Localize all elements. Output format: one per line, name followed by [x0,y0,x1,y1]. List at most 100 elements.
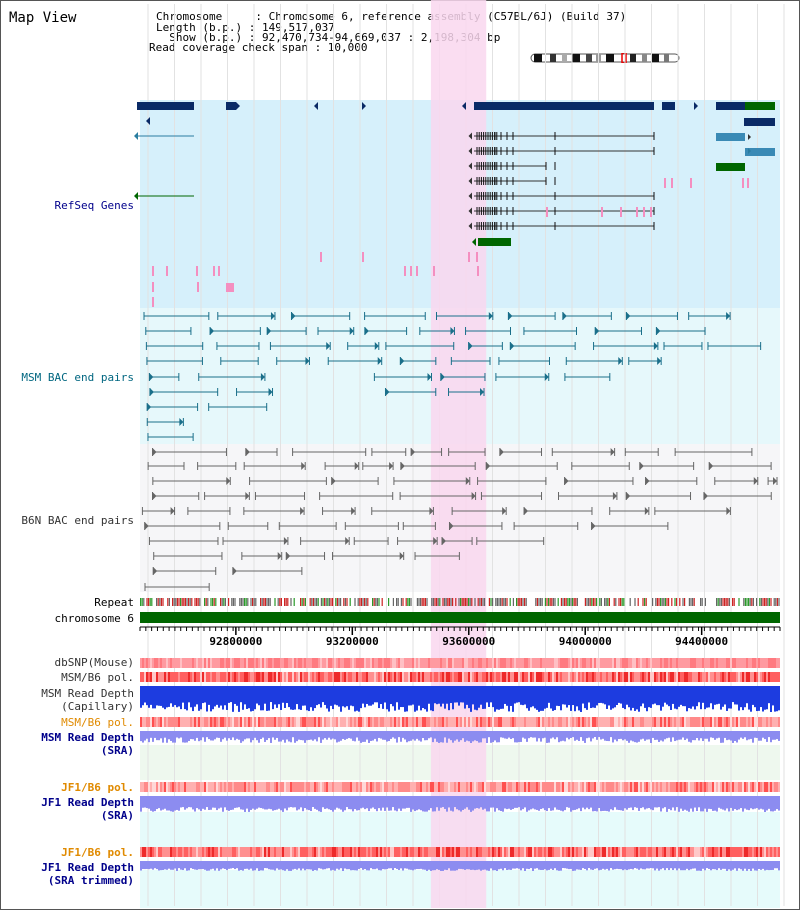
jf1-trim-depth-bar [392,861,394,871]
msm-pol2-heat-cell [344,717,346,727]
msm-pol2-heat-cell [602,717,604,727]
jf1-pol-heat-cell [224,782,226,792]
jf1-trim-depth-bar [740,861,742,870]
jf1-pol2-heat-cell [310,847,312,857]
jf1-trim-depth-bar [582,861,584,869]
repeat-mark [756,598,758,606]
repeat-mark [642,598,644,606]
msm-sra-depth-bar [290,731,292,743]
msm-capillary-depth-bar [536,686,538,710]
dbsnp-heat-cell [340,658,342,668]
msm-sra-depth-bar [206,731,208,738]
msm-sra-depth-bar [562,731,564,741]
msm-sra-depth-bar [234,731,236,741]
jf1-pol2-heat-cell [362,847,364,857]
msm-sra-depth-bar [718,731,720,738]
jf1-trim-depth-bar [526,861,528,869]
jf1-sra-depth-bar [742,796,744,812]
jf1-pol2-heat-cell [528,847,530,857]
jf1-pol-heat-cell [296,782,298,792]
jf1-pol2-heat-cell [424,847,426,857]
jf1-sra-depth-bar [652,796,654,811]
msm-capillary-depth-bar [594,686,596,708]
chromosome-ideogram[interactable] [530,53,680,63]
msm-sra-depth-bar [250,731,252,743]
msm-sra-depth-bar [742,731,744,739]
dbsnp-heat-cell [504,658,506,668]
repeat-mark [357,598,359,606]
jf1-trim-depth-bar [630,861,632,869]
msm-pol-heat-cell [210,672,212,682]
jf1-pol2-heat-cell [662,847,664,857]
repeat-mark [314,598,316,606]
repeat-mark [615,598,617,606]
msm-pol-heat-cell [148,672,150,682]
msm-sra-depth-bar [698,731,700,741]
msm-sra-depth-bar [172,731,174,743]
msm-pol2-heat-cell [462,717,464,727]
msm-pol2-heat-cell [396,717,398,727]
jf1-trim-depth-bar [574,861,576,871]
repeat-mark [232,598,234,606]
repeat-mark [716,598,718,606]
msm-pol2-heat-cell [738,717,740,727]
msm-pol-heat-cell [158,672,160,682]
jf1-trim-depth-bar [300,861,302,871]
jf1-pol2-heat-cell [254,847,256,857]
msm-sra-depth-bar [772,731,774,740]
msm-pol-heat-cell [358,672,360,682]
dbsnp-heat-cell [362,658,364,668]
jf1-trim-depth-bar [348,861,350,870]
msm-pol-heat-cell [652,672,654,682]
msm-pol-heat-cell [432,672,434,682]
msm-capillary-depth-bar [608,686,610,706]
msm-capillary-depth-bar [204,686,206,703]
msm-pol2-heat-cell [700,717,702,727]
repeat-mark [303,598,305,606]
msm-sra-depth-bar [626,731,628,741]
jf1-trim-depth-bar [186,861,188,871]
jf1-pol2-heat-cell [488,847,490,857]
msm-pol2-heat-cell [294,717,296,727]
repeat-mark [191,598,193,606]
msm-pol-heat-cell [576,672,578,682]
msm-pol-heat-cell [242,672,244,682]
msm-pol2-heat-cell [358,717,360,727]
repeat-mark [573,598,575,606]
msm-pol-heat-cell [422,672,424,682]
dbsnp-heat-cell [574,658,576,668]
jf1-pol2-heat-cell [686,847,688,857]
repeat-mark [416,598,418,606]
repeat-mark [224,598,226,606]
dbsnp-heat-cell [456,658,458,668]
jf1-sra-depth-bar [302,796,304,812]
jf1-pol-heat-cell [266,782,268,792]
jf1-pol2-heat-cell [610,847,612,857]
jf1-pol2-heat-cell [564,847,566,857]
msm-pol-heat-cell [176,672,178,682]
msm-pol2-heat-cell [186,717,188,727]
jf1-pol2-heat-cell [386,847,388,857]
msm-pol-heat-cell [768,672,770,682]
msm-sra-depth-bar [146,731,148,739]
jf1-pol-heat-cell [394,782,396,792]
msm-pol2-heat-cell [454,717,456,727]
msm-sra-depth-bar [726,731,728,741]
jf1-pol2-heat-cell [760,847,762,857]
msm-pol-heat-cell [376,672,378,682]
dbsnp-heat-cell [616,658,618,668]
msm-pol-heat-cell [456,672,458,682]
msm-sra-depth-bar [570,731,572,738]
jf1-trim-depth-bar [566,861,568,869]
jf1-trim-depth-bar [506,861,508,871]
jf1-pol-heat-cell [198,782,200,792]
msm-capillary-depth-bar [348,686,350,710]
msm-sra-depth-bar [582,731,584,741]
jf1-pol2-heat-cell [202,847,204,857]
jf1-sra-depth-bar [406,796,408,808]
jf1-pol-heat-cell [274,782,276,792]
dbsnp-heat-cell [386,658,388,668]
jf1-pol-heat-cell [150,782,152,792]
repeat-mark [700,598,702,606]
